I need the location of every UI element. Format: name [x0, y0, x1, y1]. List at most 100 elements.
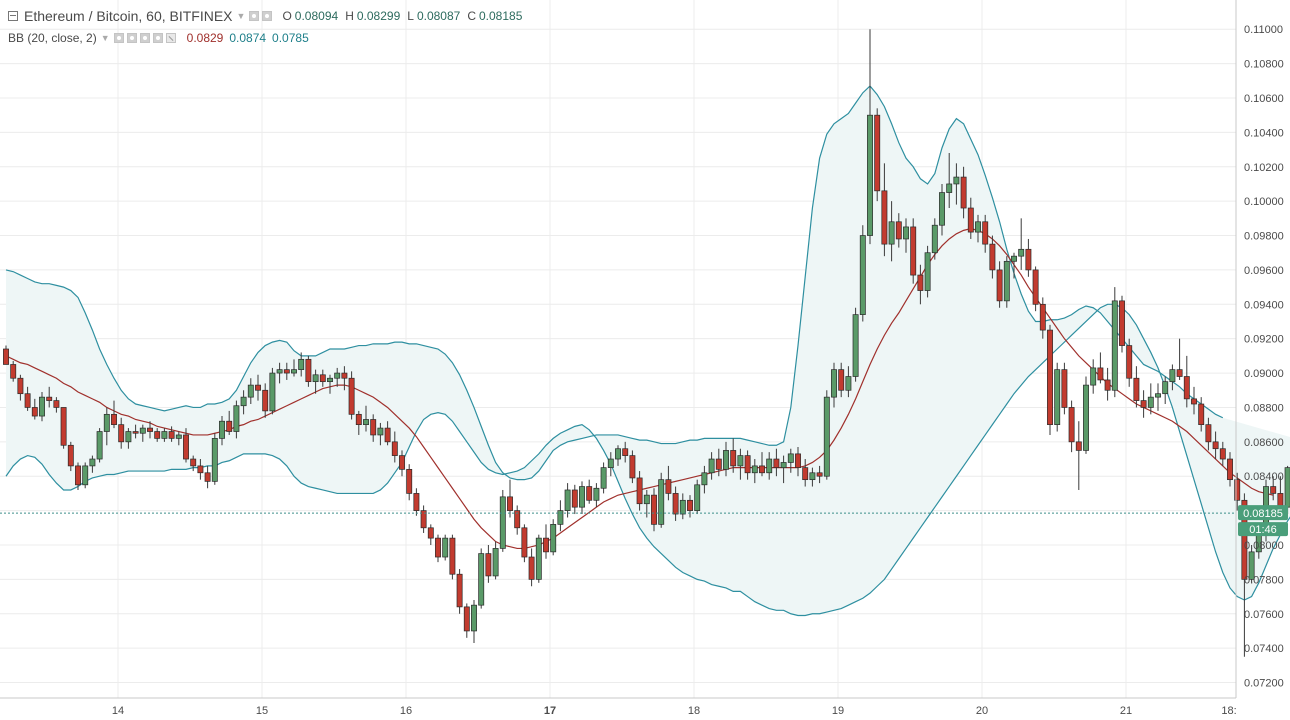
- x-tick-label: 19: [832, 705, 844, 717]
- candle-down: [154, 428, 161, 442]
- candle-down: [917, 264, 924, 305]
- candle-down: [521, 524, 528, 563]
- candle-down: [197, 459, 204, 480]
- candle-up: [233, 400, 240, 439]
- candle-up: [139, 424, 146, 442]
- y-tick-label: 0.09600: [1244, 265, 1284, 277]
- candle-up: [550, 519, 557, 556]
- candle-up: [903, 218, 909, 253]
- candle-down: [802, 459, 809, 487]
- indicator-label[interactable]: BB (20, close, 2): [8, 31, 97, 45]
- price-axis[interactable]: 0.072000.074000.076000.078000.080000.082…: [1244, 0, 1284, 690]
- candle-up: [809, 467, 816, 487]
- candle-up: [939, 183, 945, 236]
- bb-lower-value: 0.0785: [272, 31, 309, 45]
- y-tick-label: 0.09200: [1244, 334, 1284, 346]
- eye-icon[interactable]: [113, 33, 124, 43]
- candle-up: [1003, 256, 1010, 308]
- y-tick-label: 0.10400: [1244, 127, 1284, 139]
- chevron-down-icon[interactable]: ▼: [100, 33, 110, 43]
- candle-down: [1241, 493, 1248, 657]
- legend-row-main: Ethereum / Bitcoin, 60, BITFINEX ▼ O 0.08…: [8, 8, 522, 24]
- candle-up: [1248, 544, 1255, 583]
- candle-down: [507, 479, 513, 518]
- candle-down: [759, 452, 765, 477]
- chevron-down-icon[interactable]: ▼: [236, 11, 246, 21]
- candle-up: [643, 489, 650, 518]
- candle-down: [118, 417, 125, 449]
- candle-up: [175, 431, 182, 446]
- x-tick-label: 18: [688, 705, 700, 717]
- y-tick-label: 0.09400: [1244, 299, 1284, 311]
- candle-up: [377, 422, 384, 446]
- eye-icon[interactable]: [249, 11, 260, 21]
- symbol-title[interactable]: Ethereum / Bitcoin, 60, BITFINEX: [24, 8, 233, 24]
- close-icon[interactable]: [165, 33, 176, 43]
- candle-down: [456, 569, 463, 614]
- candle-down: [816, 465, 823, 484]
- candle-down: [1039, 297, 1046, 339]
- candle-up: [694, 479, 701, 515]
- candle-up: [708, 452, 715, 480]
- y-tick-label: 0.11200: [1244, 0, 1283, 2]
- last-price-box: [1238, 505, 1288, 521]
- candle-down: [1183, 355, 1190, 408]
- candle-down: [622, 441, 629, 463]
- gear-icon[interactable]: [126, 33, 137, 43]
- candle-down: [1126, 338, 1133, 387]
- candle-down: [75, 462, 81, 490]
- candle-up: [363, 405, 369, 432]
- candle-up: [1147, 383, 1154, 415]
- candle-up: [211, 433, 218, 485]
- y-tick-label: 0.08400: [1244, 471, 1284, 483]
- grid: [0, 0, 1236, 698]
- source-code-icon[interactable]: [139, 33, 150, 43]
- candle-down: [485, 544, 492, 583]
- candle-down: [262, 383, 269, 418]
- candle-up: [723, 441, 729, 477]
- candle-up: [931, 218, 938, 260]
- time-axis[interactable]: 14 15 16 17 18 19 20 21 18:: [112, 705, 1237, 717]
- candle-down: [183, 428, 189, 463]
- candles: [3, 29, 1290, 657]
- candle-down: [449, 534, 456, 580]
- candle-up: [946, 153, 953, 209]
- candle-up: [579, 481, 585, 515]
- candle-up: [219, 416, 225, 446]
- x-tick-label: 15: [256, 705, 268, 717]
- candle-up: [593, 483, 600, 508]
- candle-down: [355, 410, 362, 435]
- candle-up: [766, 452, 773, 480]
- candle-down: [53, 397, 60, 413]
- more-icon[interactable]: [152, 33, 163, 43]
- bollinger-bands: [5, 85, 1290, 617]
- y-tick-label: 0.09800: [1244, 231, 1284, 243]
- candle-down: [967, 197, 974, 239]
- candle-down: [1119, 295, 1125, 353]
- candle-up: [679, 493, 686, 520]
- candle-down: [1104, 367, 1111, 401]
- candle-down: [989, 235, 996, 279]
- candle-down: [435, 534, 441, 563]
- band-fill: [6, 85, 1290, 616]
- gear-icon[interactable]: [262, 11, 273, 21]
- candle-up: [96, 428, 103, 463]
- y-tick-label: 0.11000: [1244, 24, 1283, 36]
- candle-up: [1169, 364, 1176, 391]
- candle-down: [744, 450, 751, 480]
- candle-up: [161, 428, 168, 442]
- candle-up: [1162, 376, 1169, 405]
- candle-down: [3, 345, 9, 365]
- candle-down: [190, 455, 197, 472]
- candle-up: [1018, 218, 1025, 270]
- candle-up: [1090, 359, 1097, 394]
- candle-down: [420, 505, 427, 533]
- candle-up: [780, 455, 787, 484]
- candle-down: [715, 448, 722, 477]
- collapse-legend-button[interactable]: [8, 11, 18, 21]
- candle-up: [823, 390, 830, 480]
- candle-up: [953, 163, 960, 205]
- candle-down: [204, 465, 211, 489]
- candle-down: [413, 488, 420, 516]
